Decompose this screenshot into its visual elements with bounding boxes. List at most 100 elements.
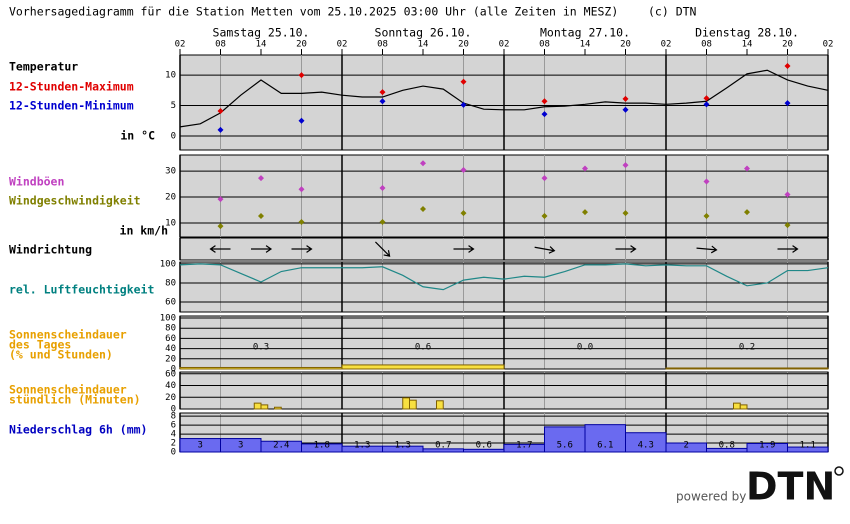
wind-arrow [375, 241, 391, 257]
y-tick-label: 60 [165, 298, 176, 308]
hour-label: 20 [782, 40, 793, 50]
value-label: 0.7 [435, 441, 451, 451]
hour-label: 08 [377, 40, 388, 50]
y-tick-label: 0 [171, 405, 176, 415]
hour-label: 20 [620, 40, 631, 50]
value-label: 0.2 [739, 343, 755, 353]
logo: DTN [746, 465, 835, 509]
wind-arrow [696, 245, 718, 254]
data-point [420, 160, 426, 167]
title: Vorhersagediagramm für die Station Mette… [9, 5, 618, 19]
hour-label: 08 [215, 40, 226, 50]
data-point [460, 101, 467, 108]
data-point [460, 210, 467, 217]
y-tick-label: 80 [165, 278, 176, 288]
panel-label: (% und Stunden) [9, 348, 113, 362]
panel-label: rel. Luftfeuchtigkeit [9, 283, 154, 297]
hour-label: 14 [580, 40, 591, 50]
powered-by: powered by [676, 490, 746, 504]
y-tick-label: 8 [171, 412, 176, 422]
bar [739, 404, 748, 410]
day-label: Sonntag 26.10. [375, 26, 472, 40]
y-tick-label: 10 [165, 71, 176, 81]
y-tick-label: 4 [171, 430, 176, 440]
bar [341, 364, 505, 370]
hour-label: 14 [256, 40, 267, 50]
y-tick-label: 20 [165, 393, 176, 403]
data-point [784, 62, 791, 69]
data-point [703, 101, 710, 108]
data-point [541, 98, 548, 105]
logo-dot [834, 466, 844, 476]
data-point [744, 165, 750, 172]
panel-label: Windrichtung [9, 243, 92, 257]
hour-label: 02 [175, 40, 186, 50]
value-label: 6.1 [597, 441, 613, 451]
data-point [420, 205, 426, 212]
data-point [784, 191, 791, 198]
panel-label: Temperatur [9, 60, 78, 74]
data-point [217, 108, 224, 115]
value-label: 1.1 [800, 441, 816, 451]
bar [260, 404, 269, 410]
data-point [379, 98, 386, 105]
hour-label: 02 [337, 40, 348, 50]
data-point [379, 89, 386, 96]
value-label: 2.4 [273, 441, 289, 451]
bar [253, 402, 262, 410]
y-tick-label: 0 [171, 365, 176, 375]
legend-label: 12-Stunden-Maximum [9, 80, 134, 94]
value-label: 3 [238, 441, 243, 451]
data-point [379, 218, 386, 225]
y-tick-label: 6 [171, 421, 176, 431]
value-label: 1.8 [314, 441, 330, 451]
value-label: 0.3 [253, 343, 269, 353]
line [179, 263, 829, 291]
y-tick-label: 0 [171, 131, 176, 141]
panel-label: Sonnenscheindauer [9, 328, 127, 342]
data-point [541, 111, 548, 118]
day-label: Montag 27.10. [540, 26, 630, 40]
panel-label: stündlich (Minuten) [9, 393, 141, 407]
data-point [217, 196, 224, 203]
bar [544, 426, 586, 453]
value-label: 1.3 [354, 441, 370, 451]
bar [665, 442, 707, 453]
y-tick-label: 5 [171, 101, 176, 111]
data-point [582, 209, 588, 216]
unit-label: in km/h [120, 224, 169, 238]
value-label: 0.6 [415, 343, 431, 353]
data-point [258, 175, 264, 182]
bar [787, 446, 829, 453]
y-tick-label: 20 [165, 193, 176, 203]
y-tick-label: 10 [165, 218, 176, 228]
wind-arrow [209, 245, 231, 253]
wind-arrow [291, 245, 313, 253]
y-tick-label: 20 [165, 354, 176, 364]
bar [733, 402, 741, 410]
data-point [582, 165, 588, 172]
y-tick-label: 40 [165, 381, 176, 391]
data-point [258, 212, 264, 219]
bar [402, 397, 410, 410]
legend-label: Windböen [9, 175, 64, 189]
data-point [703, 212, 710, 219]
wind-arrow [777, 245, 799, 253]
value-label: 0.8 [719, 441, 735, 451]
value-label: 1.3 [395, 441, 411, 451]
panel-label: Niederschlag 6h (mm) [9, 423, 147, 437]
day-label: Dienstag 28.10. [695, 26, 799, 40]
y-tick-label: 2 [171, 439, 176, 449]
data-point [298, 218, 305, 225]
panel-label: des Tages [9, 338, 71, 352]
bar [409, 399, 417, 410]
hour-label: 08 [701, 40, 712, 50]
data-point [703, 95, 710, 102]
value-label: 3 [198, 441, 203, 451]
y-tick-label: 60 [165, 369, 176, 379]
data-point [622, 95, 629, 102]
data-point [298, 117, 305, 124]
hour-label: 02 [499, 40, 510, 50]
line [179, 69, 829, 128]
data-point [298, 72, 305, 79]
